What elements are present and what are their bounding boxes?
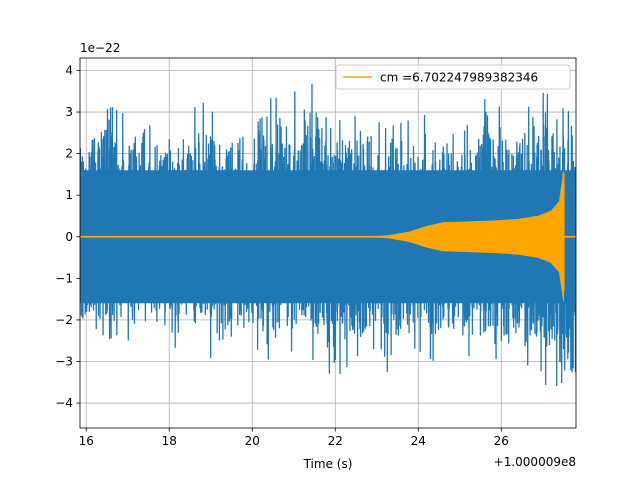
y-tick-label: 1 bbox=[65, 188, 73, 202]
legend-box bbox=[335, 64, 571, 90]
y-tick-label: −3 bbox=[55, 354, 73, 368]
y-tick-label: 3 bbox=[65, 105, 73, 119]
x-axis-label: Time (s) bbox=[303, 457, 353, 471]
ticks: 16 18 20 22 24 26 −4 −3 −2 −1 0 1 2 3 4 bbox=[55, 63, 509, 448]
y-tick-label: −2 bbox=[55, 313, 73, 327]
legend-label-chirp: cm =6.702247989382346 bbox=[380, 71, 538, 85]
y-tick-label: 4 bbox=[65, 63, 73, 77]
data-layer bbox=[80, 83, 576, 387]
x-tick-label: 20 bbox=[245, 434, 260, 448]
y-tick-label: 2 bbox=[65, 147, 73, 161]
y-scale-text: 1e−22 bbox=[80, 41, 120, 55]
y-tick-label: −4 bbox=[55, 396, 73, 410]
x-tick-label: 26 bbox=[494, 434, 509, 448]
x-offset-text: +1.000009e8 bbox=[494, 455, 576, 469]
y-tick-label: 0 bbox=[65, 230, 73, 244]
x-tick-label: 16 bbox=[79, 434, 94, 448]
axes-frame bbox=[79, 57, 577, 429]
legend: cm =6.702247989382346 bbox=[335, 64, 571, 90]
y-tick-label: −1 bbox=[55, 271, 73, 285]
x-tick-label: 22 bbox=[328, 434, 343, 448]
x-tick-label: 18 bbox=[162, 434, 177, 448]
x-tick-label: 24 bbox=[411, 434, 426, 448]
